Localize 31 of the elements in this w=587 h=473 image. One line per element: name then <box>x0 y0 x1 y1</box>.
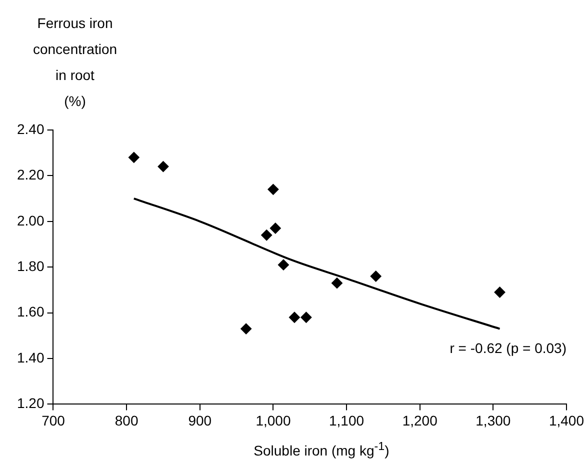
y-tick-label: 2.00 <box>17 212 44 228</box>
x-axis-title: Soluble iron (mg kg$^{-1}$) <box>252 440 390 459</box>
x-tick-label: 800 <box>114 412 138 428</box>
point <box>494 286 506 298</box>
y-tick-label: 2.40 <box>17 120 44 137</box>
point <box>261 230 272 241</box>
point <box>240 323 252 334</box>
x-tick-label: 1,100 <box>329 412 364 428</box>
x-tick-label: 900 <box>188 412 212 428</box>
x-tick-label: 1,200 <box>402 412 438 428</box>
point <box>158 161 169 172</box>
y-tick-label: 1.20 <box>17 395 44 412</box>
point <box>331 278 342 289</box>
x-tick-label: 1,000 <box>256 412 291 428</box>
point <box>268 184 279 195</box>
point <box>270 222 281 234</box>
y-tick-label: 1.60 <box>17 304 44 320</box>
x-tick-label: 1,300 <box>476 412 511 428</box>
x-tick-label: 700 <box>42 412 66 428</box>
y-tick-label: 1.40 <box>17 349 44 366</box>
point <box>288 312 300 323</box>
point <box>300 312 312 323</box>
point <box>278 259 289 270</box>
point <box>128 152 140 163</box>
y-tick-label: 1.80 <box>17 258 44 274</box>
y-tick-label: 2.20 <box>17 166 44 183</box>
y-axis-title: Ferrous iron concentration in root (%) <box>32 14 118 111</box>
point <box>370 270 382 282</box>
annotation: r = -0.62 (p = 0.03) <box>450 340 566 356</box>
line-series <box>132 198 501 330</box>
x-tick-label: 1,400 <box>548 412 584 428</box>
